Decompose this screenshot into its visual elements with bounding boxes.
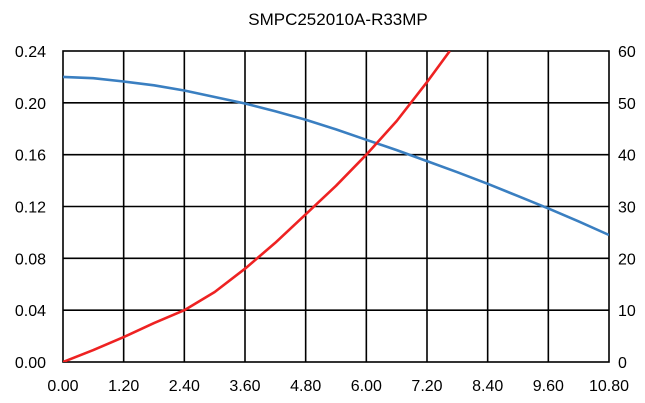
y2-tick-label: 40 [618,148,636,165]
y-tick-label: 0.08 [15,251,46,268]
y2-tick-label: 0 [618,355,627,372]
series-line-left-axis [63,75,609,237]
x-tick-label: 6.00 [351,378,382,395]
plot-frame [62,50,610,363]
x-tick-label: 2.40 [169,378,200,395]
y-tick-label: 0.00 [15,355,46,372]
grid [62,50,610,363]
x-tick-label: 9.60 [533,378,564,395]
x-tick-label: 7.20 [411,378,442,395]
y2-tick-label: 10 [618,303,636,320]
y-tick-label: 0.16 [15,148,46,165]
y-axis-ticks: 0.00 0.04 0.08 0.12 0.16 0.20 0.24 [15,44,46,372]
series-line-right-axis [63,51,451,362]
x-axis-ticks: 0.00 1.20 2.40 3.60 4.80 6.00 7.20 8.40 9.60 10.8… [47,378,629,395]
x-tick-label: 0.00 [47,378,78,395]
y-tick-label: 0.24 [15,44,46,61]
x-tick-label: 4.80 [290,378,321,395]
y2-tick-label: 60 [618,44,636,61]
y-tick-label: 0.12 [15,200,46,217]
x-tick-label: 8.40 [472,378,503,395]
x-tick-label: 10.80 [589,378,629,395]
y2-tick-label: 20 [618,251,636,268]
series-group [63,51,609,362]
y-tick-label: 0.04 [15,303,46,320]
chart-title: SMPC252010A-R33MP [248,10,428,29]
y2-axis-ticks: 0 10 20 30 40 50 60 [618,44,636,372]
x-tick-label: 3.60 [229,378,260,395]
y2-tick-label: 30 [618,200,636,217]
y2-tick-label: 50 [618,96,636,113]
y-tick-label: 0.20 [15,96,46,113]
x-tick-label: 1.20 [108,378,139,395]
